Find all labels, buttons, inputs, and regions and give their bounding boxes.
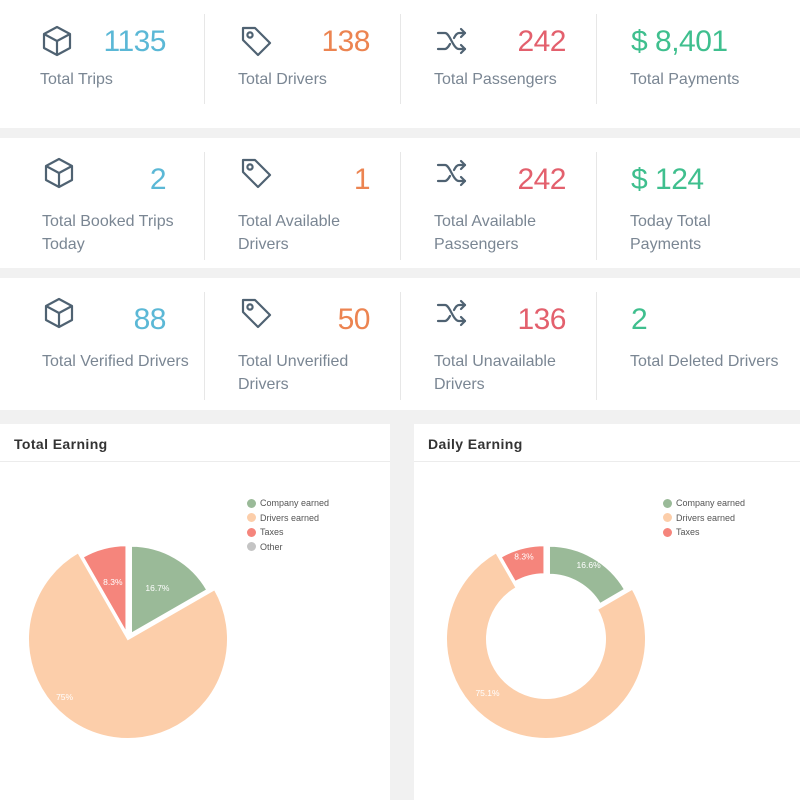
daily-earning-donut-chart: 16.6% 75.1% 8.3% <box>445 544 647 740</box>
legend-label: Taxes <box>260 527 284 537</box>
box-icon <box>42 296 76 330</box>
stat-value: 88 <box>133 303 167 336</box>
chart-legend: Company earned Drivers earned Taxes <box>663 496 745 540</box>
stat-label: Total Verified Drivers <box>42 353 189 370</box>
legend-swatch <box>247 542 256 552</box>
stat-label: Total Passengers <box>434 71 557 88</box>
pie-data-label: 75% <box>56 692 73 702</box>
legend-swatch <box>247 527 256 537</box>
stat-value: 136 <box>517 303 566 336</box>
pie-data-label: 16.7% <box>145 583 170 593</box>
panel-title: Total Earning <box>0 424 390 462</box>
legend-label: Company earned <box>676 498 746 508</box>
legend-item[interactable]: Taxes <box>663 525 745 540</box>
stat-card-total-trips: 1135 Total Trips <box>0 14 196 104</box>
box-icon <box>42 156 76 190</box>
shuffle-icon <box>435 296 469 330</box>
stats-row-today: 2 Total Booked Trips Today 1 Total Avail… <box>0 138 800 268</box>
stat-label: Total Drivers <box>238 71 327 88</box>
stat-card-today-payments: $ 124 Today Total Payments <box>596 152 792 260</box>
stat-label: Today Total Payments <box>630 213 711 253</box>
legend-swatch <box>247 498 256 508</box>
stat-value: 138 <box>321 25 370 58</box>
stat-card-total-passengers: 242 Total Passengers <box>400 14 596 104</box>
pie-data-label: 8.3% <box>514 551 534 561</box>
total-earning-pie-chart: 16.7% 75% 8.3% <box>27 544 229 740</box>
box-icon <box>40 24 74 58</box>
stat-card-unverified-drivers: 50 Total Unverified Drivers <box>204 292 400 400</box>
panel-title: Daily Earning <box>414 424 800 462</box>
legend-label: Company earned <box>260 498 330 508</box>
stat-card-verified-drivers: 88 Total Verified Drivers <box>0 292 196 400</box>
stat-card-booked-trips-today: 2 Total Booked Trips Today <box>0 152 196 260</box>
legend-label: Drivers earned <box>676 512 736 523</box>
legend-item[interactable]: Drivers earned <box>663 511 745 526</box>
stat-label: Total Available Passengers <box>434 213 536 253</box>
stat-card-unavailable-drivers: 136 Total Unavailable Drivers <box>400 292 596 400</box>
legend-label: Other <box>260 541 283 552</box>
stat-card-deleted-drivers: 2 Total Deleted Drivers <box>596 292 792 400</box>
legend-swatch <box>663 498 672 508</box>
stat-card-available-passengers: 242 Total Available Passengers <box>400 152 596 260</box>
stat-value: 1 <box>353 163 371 196</box>
stats-row-drivers: 88 Total Verified Drivers 50 Total Unver… <box>0 278 800 410</box>
chart-legend: Company earned Drivers earned Taxes Other <box>247 496 329 554</box>
stat-value: $ 124 <box>631 163 704 196</box>
pie-slice-drivers-earned[interactable] <box>27 550 229 740</box>
stat-value: $ 8,401 <box>631 25 728 58</box>
legend-item[interactable]: Company earned <box>247 496 329 511</box>
legend-item[interactable]: Taxes <box>247 525 329 540</box>
stat-label: Total Available Drivers <box>238 213 340 253</box>
stat-value: 242 <box>517 25 566 58</box>
stat-card-total-drivers: 138 Total Drivers <box>204 14 400 104</box>
shuffle-icon <box>435 24 469 58</box>
legend-label: Taxes <box>676 527 700 537</box>
tag-icon <box>239 296 273 330</box>
tag-icon <box>239 24 273 58</box>
legend-swatch <box>663 513 672 523</box>
stat-value: 2 <box>631 303 648 336</box>
legend-label: Drivers earned <box>260 512 320 523</box>
stat-value: 2 <box>149 163 167 196</box>
stat-label: Total Unavailable Drivers <box>434 353 556 393</box>
pie-slice-taxes[interactable] <box>499 544 546 584</box>
pie-data-label: 75.1% <box>475 688 500 698</box>
pie-slice-company-earned[interactable] <box>130 544 209 636</box>
legend-item[interactable]: Other <box>247 540 329 555</box>
pie-data-label: 16.6% <box>577 560 602 570</box>
legend-swatch <box>247 513 256 523</box>
stat-card-total-payments: $ 8,401 Total Payments <box>596 14 792 104</box>
stats-row-overall: 1135 Total Trips 138 Total Drivers 242 T… <box>0 0 800 128</box>
legend-item[interactable]: Company earned <box>663 496 745 511</box>
stat-value: 1135 <box>103 25 166 58</box>
total-earning-panel: Total Earning 16.7% 75% 8.3% Company earne… <box>0 424 390 800</box>
stat-card-available-drivers: 1 Total Available Drivers <box>204 152 400 260</box>
legend-swatch <box>663 527 672 537</box>
pie-slice-taxes[interactable] <box>81 544 128 637</box>
stat-value: 242 <box>517 163 566 196</box>
legend-item[interactable]: Drivers earned <box>247 511 329 526</box>
tag-icon <box>239 156 273 190</box>
stat-value: 50 <box>337 303 371 336</box>
stat-label: Total Unverified Drivers <box>238 353 349 393</box>
pie-data-label: 8.3% <box>103 577 123 587</box>
stat-label: Total Trips <box>40 71 113 88</box>
shuffle-icon <box>435 156 469 190</box>
daily-earning-panel: Daily Earning 16.6% 75.1% 8.3% Company ear… <box>414 424 800 800</box>
stat-label: Total Payments <box>630 71 740 88</box>
stat-label: Total Booked Trips Today <box>42 213 174 253</box>
pie-slice-company-earned[interactable] <box>547 544 627 606</box>
pie-slice-drivers-earned[interactable] <box>445 550 647 740</box>
stat-label: Total Deleted Drivers <box>630 353 779 370</box>
